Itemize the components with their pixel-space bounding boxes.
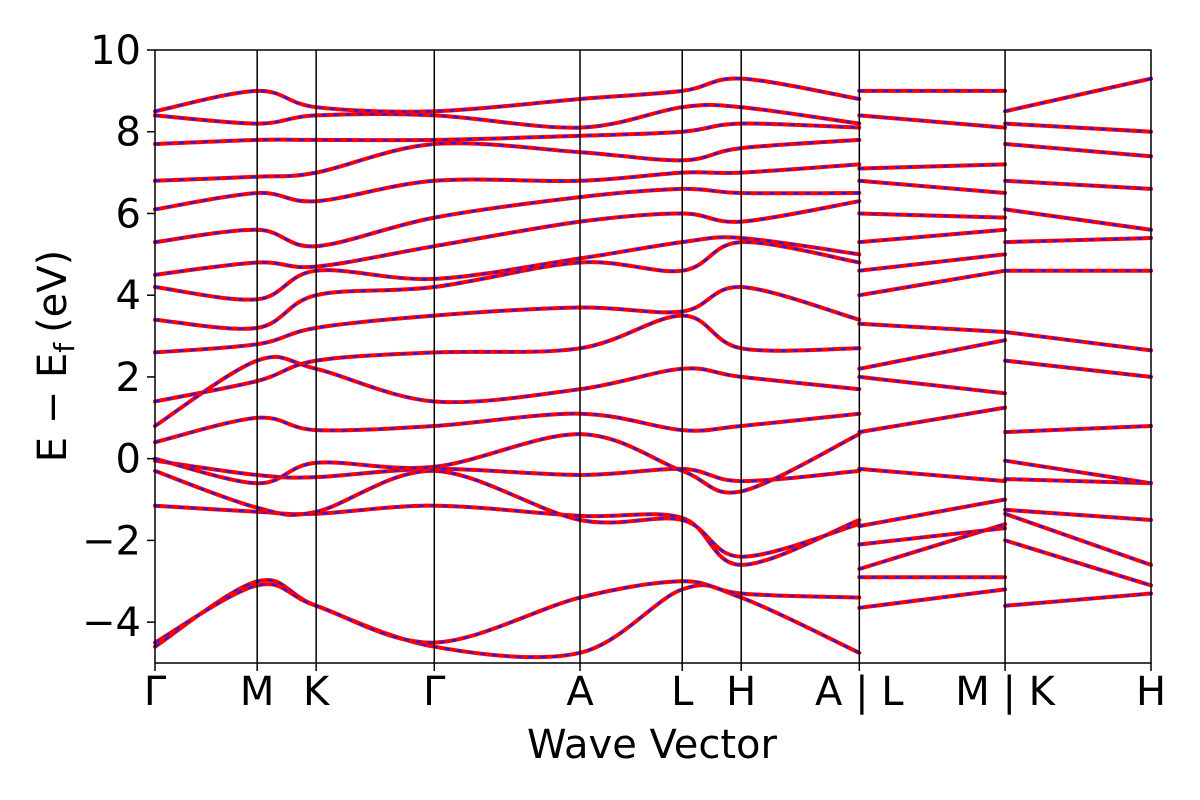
band-line-blue — [859, 322, 1006, 334]
band-line-red — [153, 577, 862, 660]
band-line-red — [153, 102, 862, 130]
band-line-blue — [859, 163, 1006, 170]
band-line-blue — [154, 459, 860, 483]
band-line-blue — [154, 469, 860, 558]
band-line-red — [153, 121, 862, 146]
band-line-blue — [1005, 179, 1152, 190]
y-tick-label: −4 — [82, 600, 141, 646]
y-tick-label: 0 — [116, 437, 141, 483]
x-tick-label: M | K — [955, 669, 1056, 715]
band-line-blue — [1004, 359, 1152, 378]
y-axis: −4 −2 0 2 4 6 8 10 — [82, 28, 155, 646]
band-line-blue — [154, 138, 860, 182]
band-line-blue — [859, 588, 1006, 609]
band-line-red — [153, 579, 862, 645]
band-line-blue — [154, 77, 860, 113]
x-tick-label: K — [303, 669, 331, 715]
band-line-red — [153, 240, 862, 331]
y-axis-title: E − Ef (eV) — [30, 250, 81, 463]
band-line-blue — [859, 375, 1006, 395]
y-tick-label: 2 — [116, 355, 141, 401]
band-line-blue — [1005, 236, 1152, 244]
x-tick-label: H — [726, 669, 756, 715]
band-line-blue — [1004, 512, 1152, 566]
x-tick-label: L — [671, 669, 694, 715]
band-line-blue — [154, 200, 860, 276]
x-tick-label: A | L — [815, 669, 904, 715]
band-line-blue — [154, 504, 860, 567]
band-line-blue — [154, 432, 860, 494]
y-tick-label: 4 — [116, 273, 141, 319]
x-tick-label: H — [1136, 669, 1166, 715]
band-line-blue — [1005, 142, 1152, 158]
band-line-blue — [859, 212, 1006, 219]
band-line-blue — [1005, 122, 1152, 133]
band-line-blue — [859, 179, 1006, 195]
band-line-blue — [1005, 478, 1152, 485]
y-tick-label: 6 — [116, 191, 141, 237]
x-tick-label: Γ — [423, 669, 446, 715]
band-line-blue — [1004, 208, 1152, 231]
band-line-blue — [859, 406, 1006, 434]
plot-frame — [154, 49, 1152, 664]
band-line-blue — [154, 163, 860, 211]
x-tick-label: A — [566, 669, 594, 715]
band-line-blue — [154, 314, 860, 403]
x-tick-label: M — [240, 669, 275, 715]
band-line-blue — [1005, 424, 1152, 434]
band-line-blue — [859, 467, 1006, 483]
band-line-blue — [859, 228, 1006, 244]
y-tick-label: 10 — [90, 28, 141, 74]
band-line-blue — [154, 412, 860, 444]
band-line-blue — [1004, 330, 1152, 352]
y-axis-title-subscript: f — [48, 342, 81, 353]
y-axis-title-main: E − E — [30, 353, 76, 463]
band-line-blue — [859, 253, 1006, 272]
band-line-red — [153, 284, 862, 355]
band-line-blue — [1005, 508, 1152, 522]
band-line-blue — [154, 240, 860, 330]
band-line-red — [1003, 511, 1153, 567]
band-line-blue — [1004, 77, 1152, 113]
band-line-blue — [859, 114, 1006, 129]
y-tick-label: 8 — [116, 110, 141, 156]
band-line-blue — [859, 339, 1006, 370]
band-line-blue — [859, 498, 1006, 528]
band-line-red — [153, 458, 862, 484]
band-line-blue — [859, 269, 1006, 297]
high-symmetry-lines — [256, 50, 1006, 663]
x-tick-label: Γ — [144, 669, 167, 715]
band-line-blue — [154, 285, 860, 354]
band-line-blue — [1004, 539, 1152, 587]
band-line-blue — [1004, 459, 1152, 485]
band-line-blue — [859, 527, 1006, 546]
band-line-blue — [154, 578, 860, 659]
band-line-blue — [858, 523, 1006, 571]
x-axis-title: Wave Vector — [527, 722, 778, 768]
band-lines — [153, 76, 1153, 660]
band-line-blue — [154, 187, 860, 248]
band-line-blue — [154, 236, 860, 301]
y-tick-label: −2 — [82, 518, 141, 564]
band-line-blue — [1005, 592, 1152, 607]
band-line-blue — [154, 580, 860, 644]
y-axis-title-unit: (eV) — [30, 250, 76, 333]
